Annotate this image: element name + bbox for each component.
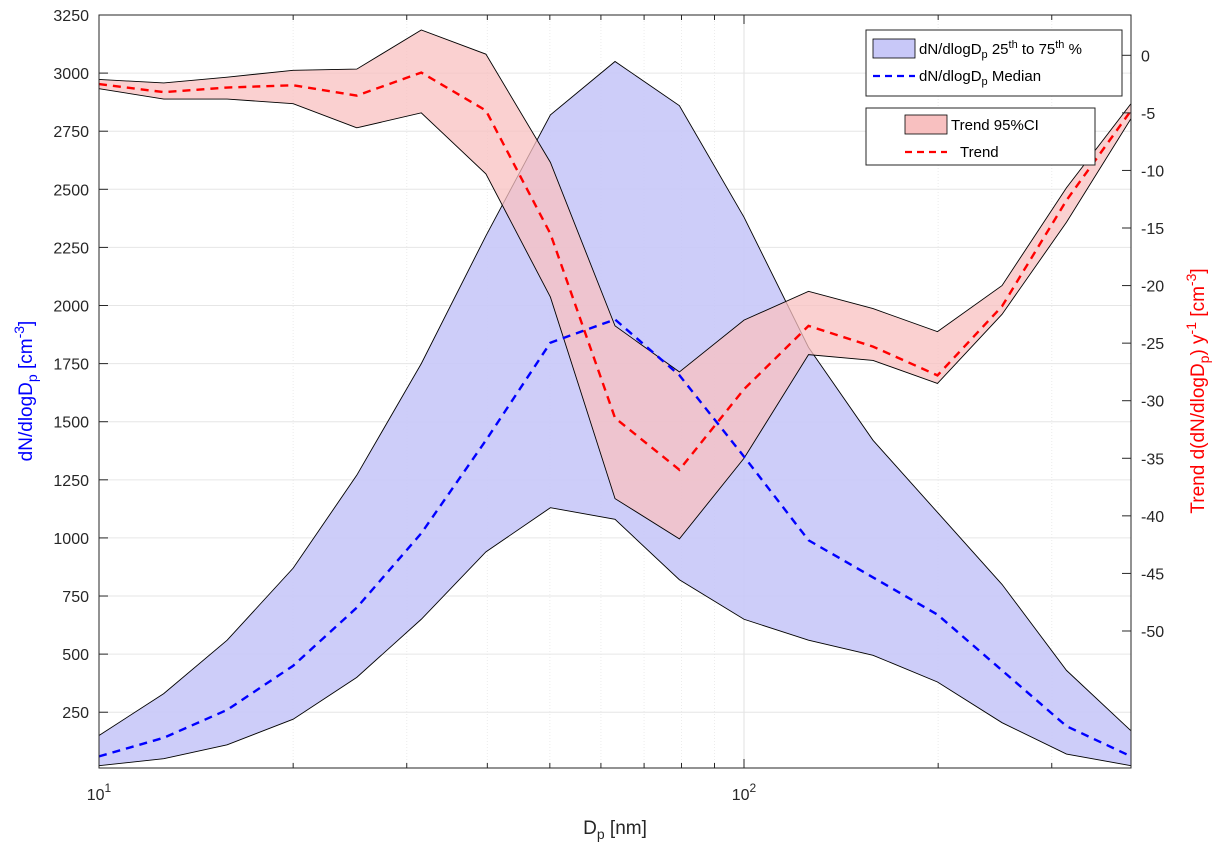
legend-iqr-end: % <box>1064 41 1082 58</box>
band-upper-edge-2 <box>98 29 1132 373</box>
x-axis-title-sub: p <box>597 826 605 842</box>
legend-label-iqr: dN/dlogDp 25th to 75th % <box>919 39 1082 61</box>
legend-iqr-mid2: to 75 <box>1018 41 1056 58</box>
x-axis-title: Dp [nm] <box>583 818 647 842</box>
x-axis-title-unit: [nm] <box>605 818 647 839</box>
left-axis-title-close: ] <box>16 321 37 326</box>
band-lower-edge-0 <box>98 507 1132 767</box>
right-axis-title-a-sub: p <box>1196 355 1212 363</box>
legend-iqr-sub: p <box>982 49 988 61</box>
legend-1: dN/dlogDp 25th to 75th % dN/dlogDp Media… <box>865 29 1123 97</box>
right-axis-title-c-sup: -3 <box>1183 273 1199 286</box>
right-axis-title-b: ) y <box>1188 334 1209 356</box>
left-y-tick-label: 1500 <box>53 415 89 432</box>
legend-swatch-iqr <box>872 38 916 59</box>
legend-label-trend: Trend <box>960 144 999 161</box>
line-series-3 <box>98 71 1132 472</box>
band-fill-2 <box>99 29 1131 539</box>
left-y-tick-label: 2750 <box>53 124 89 141</box>
left-y-tick-label: 1000 <box>53 531 89 548</box>
right-axis-title-b-sup: -1 <box>1183 322 1199 335</box>
legend-iqr-mid: 25 <box>988 41 1009 58</box>
right-axis-title-c: [cm <box>1188 286 1209 322</box>
right-y-tick-label: -20 <box>1141 279 1164 296</box>
left-axis-title-unit: [cm <box>16 338 37 374</box>
right-y-tick-label: -10 <box>1141 163 1164 180</box>
x-tick-label-base: 10 <box>732 787 750 804</box>
legend-median-end: Median <box>988 68 1041 85</box>
right-axis-title: Trend d(dN/dlogDp) y-1 [cm-3] <box>1183 268 1212 513</box>
legend-swatch-ci <box>904 114 948 135</box>
left-y-tick-label: 3000 <box>53 66 89 83</box>
right-y-tick-label: -35 <box>1141 451 1164 468</box>
legend-median-sub: p <box>982 76 988 88</box>
legend-iqr-name: dN/dlogD <box>919 41 982 58</box>
left-axis-title: dN/dlogDp [cm-3] <box>11 321 40 462</box>
left-y-tick-label: 250 <box>62 705 89 722</box>
left-axis-title-main: dN/dlogD <box>16 382 37 461</box>
x-tick-label-base: 10 <box>87 787 105 804</box>
plot-frame <box>98 14 1132 769</box>
legend-2-box <box>865 107 1096 166</box>
legend-iqr-sup2: th <box>1055 39 1064 51</box>
left-axis-title-sub: p <box>24 374 40 382</box>
band-upper-edge-0 <box>98 60 1132 736</box>
x-axis-title-main: D <box>583 818 597 839</box>
right-axis-title-d: ] <box>1188 268 1209 273</box>
left-y-tick-label: 500 <box>62 647 89 664</box>
axis-ticks <box>98 14 1131 768</box>
tick-labels: 2505007501000125015001750200022502500275… <box>53 8 1164 804</box>
right-y-tick-label: -40 <box>1141 509 1164 526</box>
left-y-tick-label: 1750 <box>53 357 89 374</box>
legend-label-ci: Trend 95%CI <box>951 117 1039 134</box>
legend-median-name: dN/dlogD <box>919 68 982 85</box>
data-lines <box>98 71 1132 758</box>
x-tick-label-exp: 1 <box>105 781 112 795</box>
legend-label-median: dN/dlogDp Median <box>919 68 1041 88</box>
legend-2: Trend 95%CI Trend <box>865 107 1096 166</box>
band-lower-edge-2 <box>98 88 1132 540</box>
left-y-tick-label: 750 <box>62 589 89 606</box>
left-y-tick-label: 1250 <box>53 473 89 490</box>
x-tick-label-exp: 2 <box>750 781 757 795</box>
right-y-tick-label: -30 <box>1141 394 1164 411</box>
left-y-tick-label: 2000 <box>53 299 89 316</box>
left-y-tick-label: 2500 <box>53 182 89 199</box>
right-y-tick-label: -15 <box>1141 221 1164 238</box>
right-y-tick-label: -45 <box>1141 566 1164 583</box>
right-y-tick-label: 0 <box>1141 48 1150 65</box>
right-axis-title-a: Trend d(dN/dlogD <box>1188 363 1209 513</box>
line-series-1 <box>98 318 1132 758</box>
legend-iqr-sup1: th <box>1009 39 1018 51</box>
right-y-tick-label: -50 <box>1141 624 1164 641</box>
left-axis-title-sup: -3 <box>11 326 27 339</box>
left-y-tick-label: 3250 <box>53 8 89 25</box>
x-tick-label: 102 <box>732 781 757 804</box>
left-y-tick-label: 2250 <box>53 240 89 257</box>
data-areas <box>98 29 1132 767</box>
right-y-tick-label: -5 <box>1141 106 1155 123</box>
right-y-tick-label: -25 <box>1141 336 1164 353</box>
x-tick-label: 101 <box>87 781 112 804</box>
